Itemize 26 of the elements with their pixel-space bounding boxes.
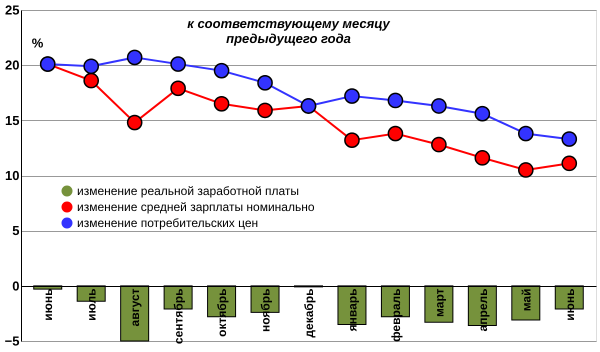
y-tick-label: 5: [12, 223, 20, 238]
x-tick-label: июнь: [41, 288, 56, 321]
y-tick-label: 15: [5, 112, 20, 128]
x-tick-label: октябрь: [215, 288, 230, 337]
x-tick-label: апрель: [476, 288, 490, 332]
x-tick-label: июль: [84, 288, 99, 321]
legend-label: изменение средней зарплаты номинально: [77, 200, 315, 214]
y-tick-label: 10: [5, 168, 20, 183]
x-tick-label: май: [519, 288, 534, 312]
x-tick-label: февраль: [388, 288, 403, 342]
x-tick-label: июнь: [562, 288, 577, 321]
text: предыдущего года: [226, 31, 351, 46]
legend-label: изменение реальной заработной платы: [77, 184, 300, 198]
x-tick-label: декабрь: [302, 288, 316, 338]
y-tick-label: −5: [4, 334, 20, 348]
legend-label: изменение потребительских цен: [77, 216, 258, 230]
x-tick-label: ноябрь: [258, 288, 273, 332]
text: к соответствующему месяцу: [187, 16, 390, 31]
y-axis-title: %: [32, 36, 44, 50]
x-tick-label: январь: [345, 288, 360, 332]
y-tick-label: 20: [5, 58, 20, 73]
y-tick-label: 25: [5, 2, 20, 18]
y-tick-label: 0: [12, 278, 20, 294]
x-tick-label: август: [128, 288, 142, 326]
x-tick-label: сентябрь: [172, 288, 186, 344]
x-tick-label: март: [432, 288, 446, 317]
